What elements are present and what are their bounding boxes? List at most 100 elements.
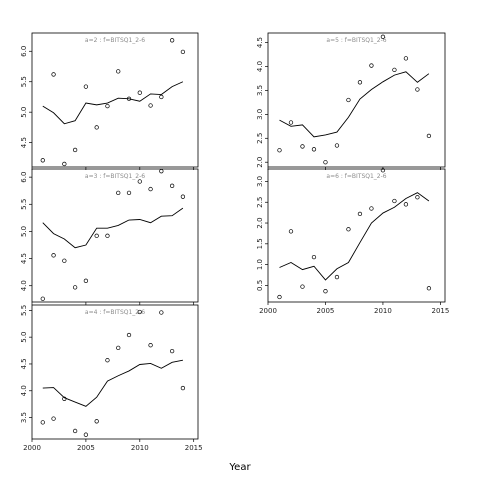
panel-frame (31, 304, 199, 440)
panel-frame (267, 32, 446, 168)
data-point (159, 169, 164, 174)
data-point (94, 125, 99, 130)
panel-3: a=4 : f=BITSQ1_2-6 3.5 4.0 4.5 5.0 5.5 2000 200… (20, 304, 203, 452)
x-tick-label: 2000 (259, 307, 277, 315)
data-point (415, 87, 420, 92)
panel-frame (267, 168, 446, 303)
data-point (426, 133, 432, 139)
fitted-line (42, 207, 184, 249)
y-tick-label: 4.0 (256, 61, 264, 72)
data-point (83, 278, 89, 283)
data-point (346, 227, 351, 232)
y-tick-label: 5.0 (20, 107, 28, 118)
data-point (169, 348, 175, 354)
data-point (288, 120, 294, 125)
x-tick-label: 2010 (131, 444, 149, 452)
y-tick-label: 1.5 (256, 238, 264, 249)
x-axis-title: Year (228, 462, 251, 473)
data-point (126, 190, 132, 196)
data-point (51, 72, 56, 77)
y-tick-label: 6.0 (20, 172, 28, 183)
y-tick-label: 6.0 (20, 46, 28, 57)
panel-title: a=2 : f=BITSQ1_2-6 (85, 37, 145, 44)
x-tick-label: 2000 (23, 444, 41, 452)
panel-title: a=3 : f=BITSQ1_2-6 (85, 173, 145, 180)
y-tick-label: 4.5 (256, 37, 264, 48)
y-tick-label: 5.0 (20, 332, 28, 343)
data-point (357, 211, 363, 217)
data-point (83, 432, 89, 437)
y-tick-label: 4.5 (20, 253, 28, 264)
data-point (126, 332, 132, 338)
panel-title: a=5 : f=BITSQ1_2-6 (326, 37, 386, 44)
data-point (72, 428, 78, 434)
data-point (277, 148, 282, 153)
data-point (323, 289, 328, 294)
panel-1: a=2 : f=BITSQ1_2-6 4.5 5.0 5.5 6.0 (20, 32, 199, 170)
data-point (105, 358, 110, 363)
data-point (51, 416, 56, 421)
data-point (94, 419, 99, 424)
data-point (116, 69, 121, 74)
data-point (380, 168, 386, 173)
data-point (62, 258, 67, 263)
fitted-line (279, 192, 430, 281)
x-tick-label: 2005 (77, 444, 95, 452)
x-tick-label: 2005 (317, 307, 335, 315)
x-tick-label: 2010 (374, 307, 392, 315)
panel-frame (31, 32, 199, 168)
data-point (169, 38, 175, 43)
panel-4: a=5 : f=BITSQ1_2-6 2.0 2.5 3.0 3.5 4.0 4.5 (256, 32, 446, 170)
data-point (288, 229, 294, 234)
data-point (137, 309, 142, 315)
data-point (403, 202, 409, 207)
data-point (62, 161, 67, 167)
data-point (369, 63, 374, 68)
data-point (137, 179, 142, 184)
data-point (137, 90, 142, 95)
y-tick-label: 2.0 (256, 157, 264, 168)
data-point (311, 147, 317, 152)
data-point (94, 233, 99, 238)
data-point (380, 34, 386, 39)
fitted-line (279, 71, 430, 138)
data-point (415, 195, 420, 200)
data-point (180, 194, 186, 199)
data-point (116, 190, 121, 196)
data-point (323, 160, 328, 165)
data-point (426, 286, 432, 291)
y-tick-label: 4.0 (20, 280, 28, 291)
data-point (72, 147, 78, 153)
data-point (346, 97, 351, 103)
y-tick-label: 3.5 (20, 412, 28, 423)
data-point (159, 310, 164, 315)
data-point (72, 285, 78, 290)
y-tick-label: 4.5 (20, 137, 28, 148)
data-point (40, 158, 45, 163)
data-point (51, 253, 56, 258)
data-point (311, 254, 317, 260)
data-point (180, 385, 186, 391)
data-point (392, 198, 397, 204)
y-tick-label: 5.5 (20, 199, 28, 210)
data-point (392, 67, 397, 72)
x-tick-label: 2015 (185, 444, 203, 452)
x-tick-label: 2015 (431, 307, 449, 315)
panel-2: a=3 : f=BITSQ1_2-6 4.0 4.5 5.0 5.5 6.0 (20, 168, 199, 305)
data-point (105, 103, 110, 109)
panel-5: a=6 : f=BITSQ1_2-6 0.5 1.0 1.5 2.0 2.5 3.0 2000… (256, 168, 449, 315)
data-point (180, 49, 186, 55)
y-tick-label: 5.5 (20, 76, 28, 87)
y-tick-label: 4.5 (20, 358, 28, 369)
data-point (40, 296, 45, 301)
data-point (369, 206, 374, 211)
data-point (300, 144, 305, 149)
y-tick-label: 3.0 (256, 109, 264, 120)
data-point (148, 343, 153, 348)
y-tick-label: 2.5 (256, 133, 264, 144)
data-point (148, 103, 153, 108)
y-tick-label: 3.5 (256, 85, 264, 96)
y-tick-label: 3.0 (256, 176, 264, 187)
y-tick-label: 5.0 (20, 226, 28, 237)
